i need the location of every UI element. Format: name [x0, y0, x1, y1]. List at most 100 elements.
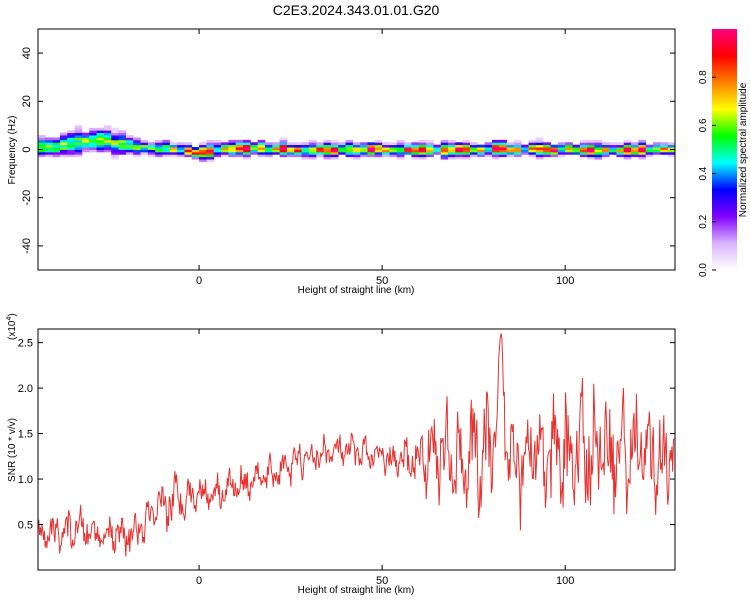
spectrogram-cell	[199, 149, 207, 153]
spectrogram-cell	[286, 142, 295, 146]
spectrogram-cell	[382, 147, 390, 150]
spectrogram-cell	[491, 144, 500, 148]
spectrogram-cell	[426, 147, 434, 150]
spectrogram-cell	[206, 151, 215, 155]
spectrogram-cell	[382, 154, 390, 158]
spectrogram-cell	[308, 151, 317, 155]
spectrogram-cell	[594, 144, 603, 148]
spectrogram-cell	[323, 151, 332, 155]
spectrogram-cell	[133, 137, 141, 141]
spectrogram-cell	[286, 151, 295, 155]
spectrogram-cell	[96, 130, 105, 134]
spectrogram-cell	[206, 144, 215, 148]
spectrogram-cell	[221, 142, 229, 146]
spectrogram-cell	[448, 139, 456, 143]
snr-y-tick-label: 2.5	[18, 338, 33, 350]
spectrogram-cell	[235, 139, 244, 143]
spectrogram-cell	[338, 147, 346, 150]
spectrogram-cell	[118, 142, 127, 146]
spectrogram-cell	[67, 147, 76, 150]
spectrogram-cell	[601, 144, 610, 148]
snr-y-ticks: 0.5 1.0 1.5 2.0 2.5	[18, 338, 675, 532]
spectrogram-cell	[125, 144, 134, 148]
spectrogram-cell	[638, 154, 647, 158]
spectrogram-cell	[506, 147, 515, 150]
spectrogram-cell	[389, 151, 398, 155]
spectrogram-cell	[308, 142, 317, 146]
spectrogram-cell	[213, 142, 222, 146]
spectrogram-cell	[301, 156, 310, 160]
spectrogram-cell	[147, 147, 156, 150]
spectrogram-cell	[213, 139, 222, 143]
spectrogram-cell	[609, 144, 617, 148]
spectrogram-cell	[125, 147, 134, 150]
spectrogram-cell	[52, 144, 61, 148]
spectrogram-cell	[213, 144, 222, 148]
spectrogram-cell	[308, 147, 317, 150]
spectrogram-cell	[616, 142, 625, 146]
spectrogram-cell	[667, 154, 675, 158]
spectrogram-cell	[338, 144, 346, 148]
spectrogram-cell	[455, 154, 464, 158]
spectrogram-cell	[367, 147, 376, 150]
spectrogram-cell	[133, 139, 141, 143]
spectrogram-cell	[550, 151, 559, 155]
spectrogram-cell	[543, 144, 551, 148]
spectrogram-cell	[177, 149, 185, 153]
spectrogram-cell	[199, 147, 207, 150]
spectrogram-cell	[147, 142, 156, 146]
spectrogram-cell	[601, 154, 610, 158]
spectrogram-cell	[587, 139, 595, 143]
spectrogram-cell	[382, 144, 390, 148]
spectrogram-cell	[330, 151, 339, 155]
spectrogram-cell	[653, 149, 661, 153]
spectrogram-cell	[199, 142, 207, 146]
spectrogram-cell	[184, 149, 193, 153]
spectrogram-cell	[103, 139, 112, 143]
spectrogram-cell	[374, 139, 383, 143]
spectrogram-cell	[59, 144, 68, 148]
spectrogram-cell	[96, 147, 105, 150]
spectrogram-cell	[118, 147, 127, 150]
spectrogram-cell	[382, 142, 390, 146]
spectrogram-cell	[250, 147, 259, 150]
spectrogram-cell	[623, 147, 632, 150]
colorbar-label: Normalized spectral amplitude	[738, 82, 749, 217]
spectrogram-cell	[418, 154, 427, 158]
spectrogram-cell	[477, 151, 486, 155]
spectrogram-cell	[330, 139, 339, 143]
spectrogram-y-tick-label: 20	[21, 95, 33, 107]
snr-y-tick-label: 1.5	[18, 429, 33, 441]
spectrogram-cell	[638, 156, 647, 160]
spectrogram-cell	[367, 154, 376, 158]
spectrogram-cell	[264, 142, 273, 146]
spectrogram-cell	[565, 144, 573, 148]
spectrogram-cell	[616, 151, 625, 155]
snr-panel: 0 50 100 0.5 1.0 1.5 2.0 2.5 Height of straigh…	[6, 313, 676, 596]
spectrogram-cell	[535, 156, 544, 160]
spectrogram-cell	[631, 149, 639, 153]
spectrogram-cell	[631, 154, 639, 158]
spectrogram-cell	[601, 147, 610, 150]
spectrogram-cell	[257, 144, 266, 148]
spectrogram-cell	[52, 154, 61, 158]
spectrogram-cell	[155, 151, 163, 155]
spectrogram-cell	[345, 147, 354, 150]
spectrogram-cell	[426, 151, 434, 155]
spectrogram-cell	[155, 154, 163, 158]
spectrogram-cell	[513, 151, 522, 155]
spectrogram-cell	[374, 142, 383, 146]
spectrogram-cell	[374, 147, 383, 150]
snr-x-tick-label: 0	[196, 575, 202, 587]
spectrogram-cell	[499, 144, 507, 148]
spectrogram-cell	[81, 135, 90, 138]
spectrogram-cell	[609, 151, 617, 155]
spectrogram-cell	[426, 144, 434, 148]
spectrogram-cell	[184, 147, 193, 150]
spectrogram-cell	[111, 156, 119, 160]
spectrogram-cell	[235, 154, 244, 158]
spectrogram-cell	[74, 125, 83, 129]
spectrogram-cell	[345, 139, 354, 143]
spectrogram-cell	[499, 142, 507, 146]
snr-x-tick-label: 50	[376, 575, 388, 587]
